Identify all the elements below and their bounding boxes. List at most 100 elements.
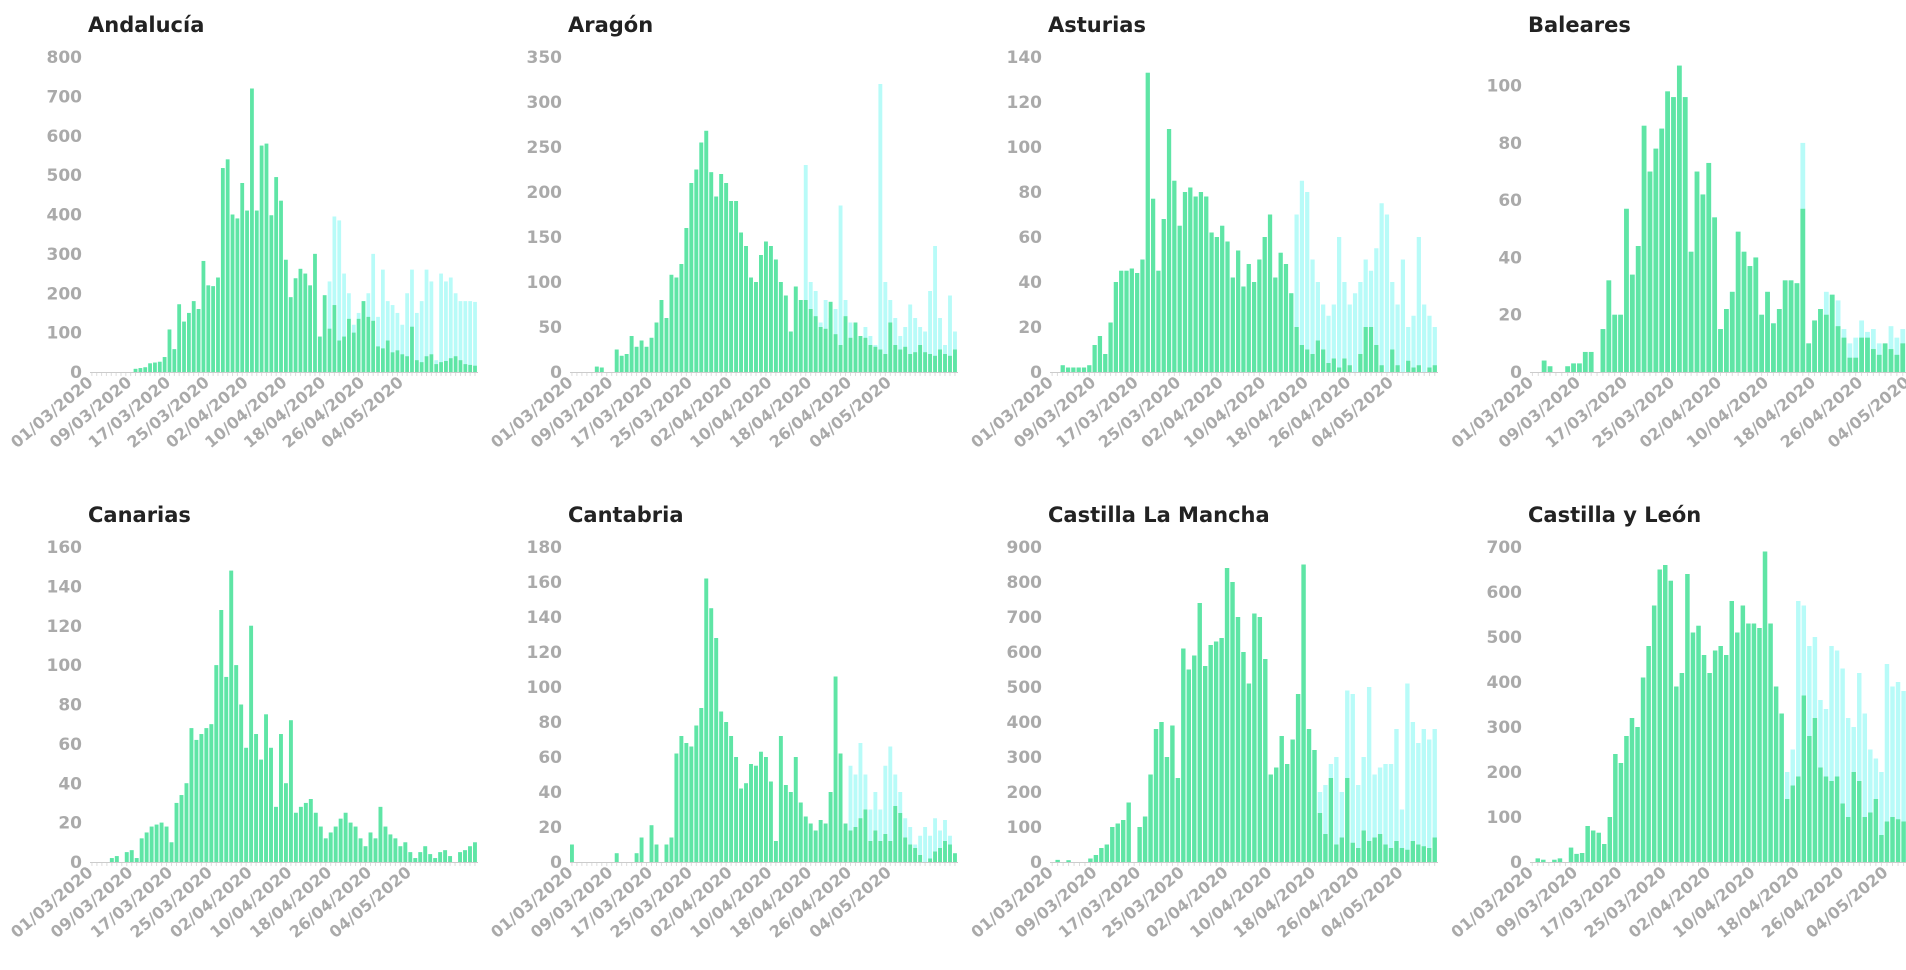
y-tick-label: 700 (1007, 608, 1043, 628)
bar (381, 348, 385, 372)
overlay-bar (948, 295, 952, 372)
bar (908, 844, 913, 862)
bar (1289, 293, 1294, 372)
overlay-bar (1406, 327, 1411, 372)
bar (317, 336, 322, 372)
bar (1193, 196, 1198, 372)
overlay-bar (327, 281, 332, 372)
overlay-bar (1390, 282, 1395, 372)
bar (167, 329, 172, 372)
bar (1236, 250, 1241, 372)
bar (848, 337, 853, 372)
overlay-bar (1372, 774, 1377, 862)
bar (1103, 354, 1108, 372)
bar (327, 328, 332, 372)
bar (1421, 846, 1426, 862)
bar (1203, 666, 1208, 862)
bar (361, 301, 366, 372)
overlay-bar (1377, 767, 1383, 862)
bar (1181, 648, 1186, 862)
bar (828, 792, 833, 862)
bar (1807, 736, 1812, 862)
bar (1865, 337, 1870, 372)
y-tick-label: 150 (527, 228, 563, 248)
bar (793, 757, 798, 862)
bar (124, 852, 129, 862)
bar (1161, 219, 1166, 372)
bar (1399, 848, 1405, 862)
bar (1718, 646, 1723, 862)
bar (1635, 727, 1640, 862)
bar (1735, 231, 1741, 372)
bar (1071, 367, 1076, 372)
bar (1081, 367, 1087, 372)
bar (1853, 357, 1859, 372)
overlay-bar (1868, 749, 1873, 862)
overlay-bar (1345, 690, 1350, 862)
overlay-bar (429, 281, 434, 372)
y-tick-label: 160 (527, 573, 563, 593)
bar (1882, 343, 1888, 372)
bar (378, 806, 383, 862)
bar (1055, 859, 1060, 862)
bar (1235, 617, 1241, 862)
bar (343, 812, 348, 862)
bar (1198, 192, 1204, 372)
bar (1776, 309, 1782, 372)
bar (1177, 225, 1182, 372)
bar (1390, 349, 1395, 372)
bar (1208, 645, 1213, 862)
bar (109, 858, 114, 862)
bar (649, 825, 654, 862)
bar (948, 844, 952, 862)
bar (182, 321, 186, 372)
bar (1873, 799, 1879, 862)
bar (773, 841, 778, 862)
bar (1388, 848, 1394, 862)
overlay-bar (803, 165, 808, 372)
bar (1060, 365, 1065, 372)
bar (1751, 623, 1757, 862)
y-tick-label: 300 (1487, 718, 1523, 738)
bar (659, 300, 664, 372)
y-tick-label: 300 (47, 245, 83, 265)
bar (679, 264, 684, 372)
bar (1840, 803, 1845, 862)
bar (1305, 349, 1310, 372)
overlay-bar (923, 331, 928, 372)
bar (129, 850, 134, 862)
y-tick-label: 0 (1510, 363, 1522, 383)
bar (699, 142, 704, 372)
bar (1641, 125, 1647, 373)
bar (803, 300, 808, 372)
bar (259, 759, 264, 862)
overlay-bar (376, 316, 380, 372)
bar (468, 846, 472, 862)
y-tick-label: 600 (1487, 583, 1523, 603)
bar (240, 183, 245, 372)
bar (793, 286, 798, 372)
bar (159, 822, 164, 862)
bar (1746, 623, 1751, 862)
bar (1225, 241, 1230, 372)
bar (225, 159, 230, 372)
bar (1153, 729, 1159, 862)
bar (694, 725, 699, 862)
bar (463, 364, 468, 372)
bar (1841, 337, 1847, 372)
y-tick-label: 120 (1007, 93, 1043, 113)
bar (1214, 237, 1219, 372)
chart-title: Andalucía (88, 13, 204, 37)
bar (1093, 855, 1099, 862)
bar (1331, 358, 1336, 372)
overlay-bar (342, 273, 346, 372)
bar (249, 625, 254, 862)
bar (1796, 776, 1801, 862)
overlay-bar (928, 835, 933, 862)
y-tick-label: 200 (47, 284, 83, 304)
bar (1290, 739, 1295, 862)
bar (1765, 291, 1770, 372)
bar (1219, 638, 1224, 862)
bar (1663, 565, 1668, 862)
bar (614, 349, 619, 372)
